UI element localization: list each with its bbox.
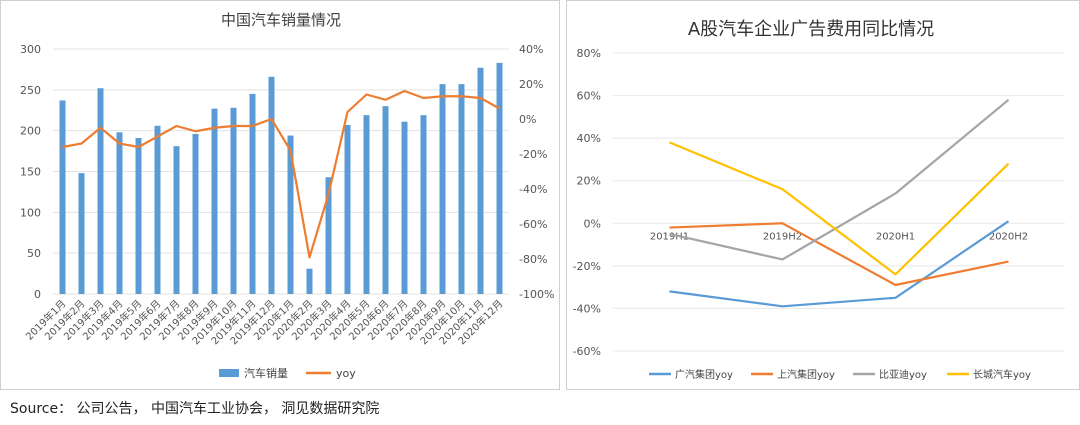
y-left-tick-label: 0: [34, 288, 41, 301]
sales-bar: [420, 115, 427, 295]
sales-chart-panel: 中国汽车销量情况 0 50 100 150 200 250 300 -100% -80% -60% -…: [0, 0, 560, 390]
y-left-tick-label: 200: [20, 125, 41, 138]
sales-bar: [401, 121, 408, 294]
ad-expense-chart-panel: A股汽车企业广告费用同比情况 -60% -40% -20% 0% 20% 40% 60% 80%…: [566, 0, 1080, 390]
legend-label: 长城汽车yoy: [973, 368, 1031, 381]
y-right-tick-label: -80%: [519, 253, 547, 266]
y-right-tick-label: -40%: [519, 183, 547, 196]
source-note: Source： 公司公告， 中国汽车工业协会， 洞见数据研究院: [10, 401, 380, 417]
x-tick-label: 2020H1: [876, 231, 915, 242]
series-line: [669, 222, 1009, 287]
series-line: [669, 141, 1010, 276]
y-tick-label: 80%: [577, 47, 601, 60]
sales-bar: [306, 268, 313, 294]
y-right-tick-label: -20%: [519, 148, 547, 161]
sales-bar: [496, 62, 503, 295]
sales-bar: [268, 76, 275, 295]
y-tick-label: 0%: [584, 217, 601, 230]
y-tick-label: 40%: [577, 132, 601, 145]
legend-label-sales: 汽车销量: [244, 366, 288, 380]
y-tick-label: -60%: [573, 345, 601, 358]
y-right-tick-label: 0%: [519, 113, 536, 126]
y-tick-label: 60%: [577, 90, 601, 103]
sales-bar: [344, 124, 351, 294]
sales-chart: 中国汽车销量情况 0 50 100 150 200 250 300 -100% -80% -60% -…: [20, 11, 554, 380]
sales-bar: [135, 138, 142, 294]
y-left-tick-label: 100: [20, 206, 41, 219]
y-tick-label: -20%: [573, 260, 601, 273]
y-right-tick-label: -60%: [519, 218, 547, 231]
series-line: [669, 98, 1010, 261]
y-right-tick-label: 20%: [519, 78, 543, 91]
sales-bar: [154, 125, 161, 295]
sales-bar: [211, 108, 218, 294]
sales-bar: [287, 135, 294, 294]
x-tick-label: 2019H1: [650, 231, 689, 242]
y-tick-label: -40%: [573, 302, 601, 315]
sales-bar: [249, 93, 256, 295]
y-right-tick-label: 40%: [519, 43, 543, 56]
sales-bar: [363, 115, 370, 295]
sales-bar: [78, 173, 85, 294]
series-line: [669, 220, 1010, 308]
sales-bar: [230, 107, 237, 294]
sales-bar: [97, 88, 104, 294]
y-left-tick-label: 300: [20, 43, 41, 56]
sales-bar: [382, 106, 389, 295]
x-tick-label: 2020H2: [989, 231, 1028, 242]
sales-bar: [477, 67, 484, 295]
ad-expense-chart: A股汽车企业广告费用同比情况 -60% -40% -20% 0% 20% 40% 60% 80%…: [573, 19, 1065, 381]
sales-bar: [325, 177, 332, 294]
sales-bar: [458, 84, 465, 294]
legend-label-yoy: yoy: [336, 367, 356, 380]
y-tick-label: 20%: [577, 175, 601, 188]
sales-bar: [439, 84, 446, 294]
sales-bar: [59, 100, 66, 294]
legend-label: 比亚迪yoy: [879, 369, 927, 381]
sales-bar: [192, 133, 199, 294]
chart-title: A股汽车企业广告费用同比情况: [688, 19, 934, 40]
y-left-tick-label: 50: [27, 247, 41, 260]
chart-title: 中国汽车销量情况: [221, 11, 341, 29]
x-tick-label: 2019H2: [763, 231, 802, 242]
legend-label: 广汽集团yoy: [675, 368, 733, 381]
sales-bar: [173, 146, 180, 294]
y-right-tick-label: -100%: [519, 288, 554, 301]
y-left-tick-label: 250: [20, 84, 41, 97]
yoy-line: [62, 89, 501, 259]
legend-label: 上汽集团yoy: [777, 368, 835, 381]
legend-swatch-sales: [219, 369, 239, 377]
sales-bar: [116, 132, 123, 294]
y-left-tick-label: 150: [20, 166, 41, 179]
